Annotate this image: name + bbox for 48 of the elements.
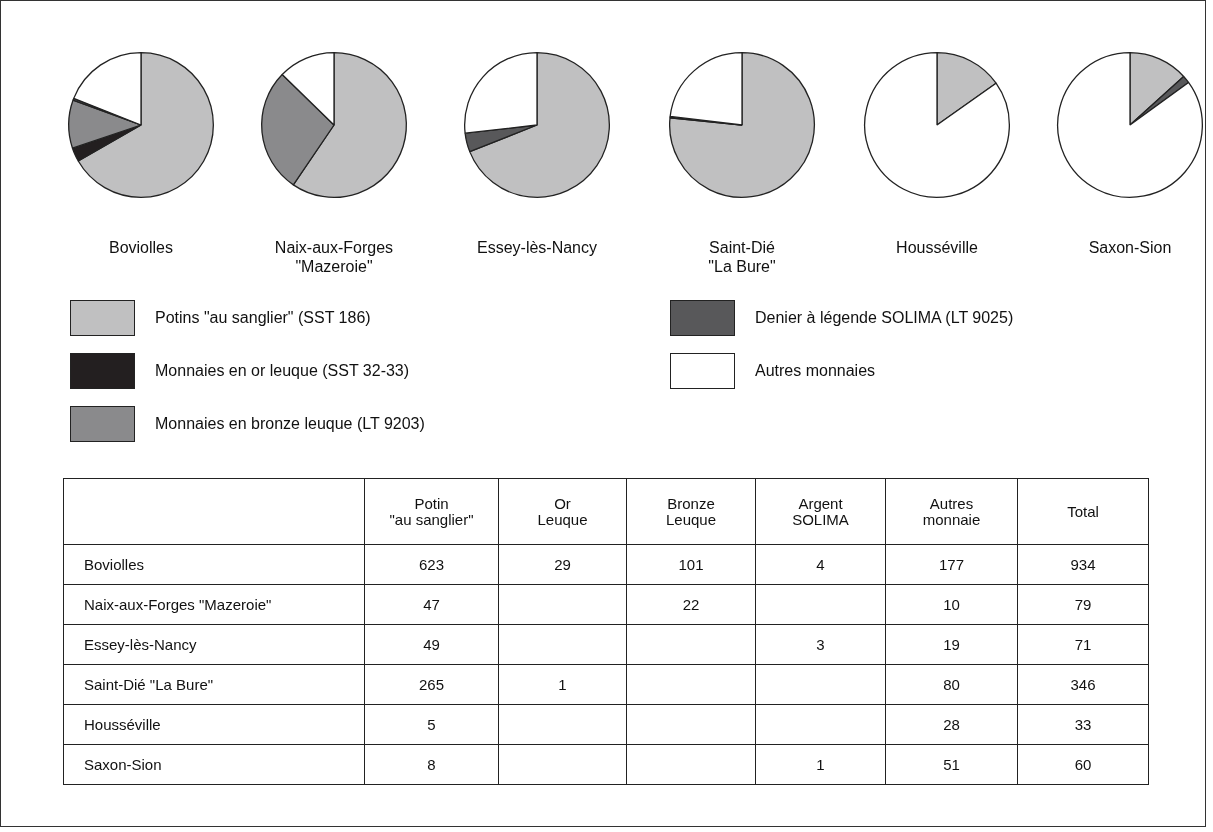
legend-label: Monnaies en or leuque (SST 32-33) [155, 362, 410, 380]
category-label: Naix-aux-Forges "Mazeroie" [63, 584, 365, 625]
data-label: 29 [498, 544, 627, 585]
data-label: 51 [885, 744, 1018, 785]
data-label: 33 [1017, 704, 1149, 745]
data-label: 3 [755, 624, 886, 665]
legend-label: Monnaies en bronze leuque (LT 9203) [155, 415, 425, 433]
data-label: 265 [364, 664, 499, 705]
text: Potin "au sanglier" [364, 478, 499, 545]
text: Total [1017, 478, 1149, 545]
category-label: Boviolles [63, 544, 365, 585]
data-label: 8 [364, 744, 499, 785]
data-label: 19 [885, 624, 1018, 665]
data-label: 47 [364, 584, 499, 625]
text: Argent SOLIMA [755, 478, 886, 545]
legend-label: Potins "au sanglier" (SST 186) [155, 309, 371, 327]
data-label: 1 [755, 744, 886, 785]
category-label: Saint-Dié "La Bure" [63, 664, 365, 705]
text: Housséville [895, 238, 979, 257]
legend-label: Autres monnaies [755, 362, 876, 380]
data-label: 79 [1017, 584, 1149, 625]
data-label: 28 [885, 704, 1018, 745]
text: Or Leuque [498, 478, 627, 545]
category-label: Saxon-Sion [63, 744, 365, 785]
category-label: Essey-lès-Nancy [63, 624, 365, 665]
data-label: 22 [626, 584, 756, 625]
data-label: 934 [1017, 544, 1149, 585]
data-label: 10 [885, 584, 1018, 625]
text: Autres monnaie [885, 478, 1018, 545]
data-label: 4 [755, 544, 886, 585]
data-label: 101 [626, 544, 756, 585]
text: Naix-aux-Forges "Mazeroie" [273, 238, 395, 276]
data-label: 49 [364, 624, 499, 665]
data-label: 346 [1017, 664, 1149, 705]
data-label: 1 [498, 664, 627, 705]
legend-label: Denier à légende SOLIMA (LT 9025) [755, 309, 1014, 327]
text: Essey-lès-Nancy [476, 238, 598, 257]
data-label: 5 [364, 704, 499, 745]
category-label: Housséville [63, 704, 365, 745]
data-label: 177 [885, 544, 1018, 585]
text: Boviolles [108, 238, 174, 257]
text: Saxon-Sion [1087, 238, 1173, 257]
data-label: 60 [1017, 744, 1149, 785]
data-label: 71 [1017, 624, 1149, 665]
text: Bronze Leuque [626, 478, 756, 545]
text: Saint-Dié "La Bure" [707, 238, 777, 276]
data-label: 80 [885, 664, 1018, 705]
data-label: 623 [364, 544, 499, 585]
